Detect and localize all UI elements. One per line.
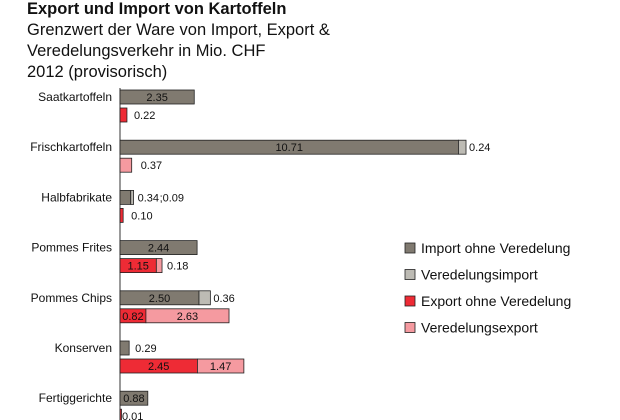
data-label-fertiggerichte-import: 0.88 bbox=[123, 393, 144, 405]
data-label-frischkartoffeln-import: 10.71 bbox=[275, 142, 303, 154]
bar-import-ohne-veredelung-fertiggerichte bbox=[119, 390, 149, 406]
bar-export-ohne-veredelung-fertiggerichte bbox=[119, 408, 122, 420]
bar-import-ohne-veredelung-pommes-frites bbox=[119, 240, 198, 256]
bar-veredelungsimport-pommes-chips bbox=[198, 290, 211, 306]
data-label-konserven-export: 2.45 bbox=[148, 361, 169, 373]
bar-import-ohne-veredelung-saatkartoffeln bbox=[119, 89, 195, 105]
bar-veredelungsexport-frischkartoffeln bbox=[119, 157, 133, 173]
subtitle-line-3: 2012 (provisorisch) bbox=[27, 63, 168, 81]
legend-label-veredelungsexport: Veredelungsexport bbox=[421, 320, 538, 336]
chart-subtitle: Grenzwert der Ware von Import, Export & … bbox=[27, 20, 427, 83]
data-label-halbfabrikate-export: 0.10 bbox=[131, 210, 152, 222]
legend-label-veredelungsimport: Veredelungsimport bbox=[421, 267, 538, 283]
legend-swatch-veredelungsexport bbox=[404, 322, 416, 333]
category-label-frischkartoffeln: Frischkartoffeln bbox=[30, 140, 112, 154]
bar-veredelungsexport-konserven bbox=[197, 358, 245, 374]
data-label-konserven-veredelungsexport: 1.47 bbox=[210, 361, 231, 373]
data-label-halbfabrikate-import: 0.34 bbox=[138, 192, 159, 204]
legend-label-import-ohne-veredelung: Import ohne Veredelung bbox=[421, 240, 570, 256]
data-label-pommes-chips-export: 0.82 bbox=[122, 311, 143, 323]
bar-export-ohne-veredelung-saatkartoffeln bbox=[119, 107, 128, 123]
bar-veredelungsimport-frischkartoffeln bbox=[458, 139, 467, 155]
category-label-saatkartoffeln: Saatkartoffeln bbox=[38, 90, 112, 104]
data-label-fertiggerichte-export: 0.01 bbox=[122, 411, 143, 420]
chart-title: Export und Import von Kartoffeln bbox=[27, 0, 287, 18]
data-label-konserven-import: 0.29 bbox=[135, 343, 156, 355]
category-label-halbfabrikate: Halbfabrikate bbox=[41, 190, 112, 204]
data-label-pommes-chips-import: 2.50 bbox=[149, 293, 170, 305]
data-label-pommes-chips-veredelungsimport: 0.36 bbox=[213, 293, 234, 305]
bar-veredelungsimport-halbfabrikate bbox=[130, 189, 134, 205]
bar-export-ohne-veredelung-halbfabrikate bbox=[119, 207, 124, 223]
category-label-konserven: Konserven bbox=[55, 341, 112, 355]
legend-swatch-import-ohne-veredelung bbox=[404, 242, 416, 254]
data-label-pommes-frites-export: 1.15 bbox=[127, 261, 148, 273]
data-label-frischkartoffeln-veredelungsexport: 0.37 bbox=[141, 160, 162, 172]
subtitle-line-2: Veredelungsverkehr in Mio. CHF bbox=[27, 42, 266, 60]
legend-label-export-ohne-veredelung: Export ohne Veredelung bbox=[421, 293, 571, 309]
legend-swatch-veredelungsimport bbox=[404, 269, 416, 280]
category-label-pommes-frites: Pommes Frites bbox=[31, 241, 112, 255]
bar-import-ohne-veredelung-halbfabrikate bbox=[119, 189, 132, 205]
category-label-fertiggerichte: Fertiggerichte bbox=[39, 391, 113, 405]
bar-veredelungsexport-pommes-chips bbox=[145, 308, 230, 324]
bar-import-ohne-veredelung-konserven bbox=[119, 340, 130, 356]
legend-swatch-export-ohne-veredelung bbox=[404, 295, 416, 307]
data-label-halbfabrikate-veredelungsimport: ;0.09 bbox=[160, 192, 184, 204]
data-label-saatkartoffeln-export: 0.22 bbox=[134, 110, 155, 122]
bar-veredelungsexport-pommes-frites bbox=[155, 258, 163, 274]
data-label-frischkartoffeln-veredelungsimport: 0.24 bbox=[469, 142, 490, 154]
category-label-pommes-chips: Pommes Chips bbox=[31, 291, 112, 305]
data-label-pommes-frites-veredelungsexport: 0.18 bbox=[167, 261, 188, 273]
data-label-saatkartoffeln-import: 2.35 bbox=[146, 92, 167, 104]
data-label-pommes-chips-veredelungsexport: 2.63 bbox=[177, 311, 198, 323]
subtitle-line-1: Grenzwert der Ware von Import, Export & bbox=[27, 21, 330, 39]
data-label-pommes-frites-import: 2.44 bbox=[148, 243, 169, 255]
